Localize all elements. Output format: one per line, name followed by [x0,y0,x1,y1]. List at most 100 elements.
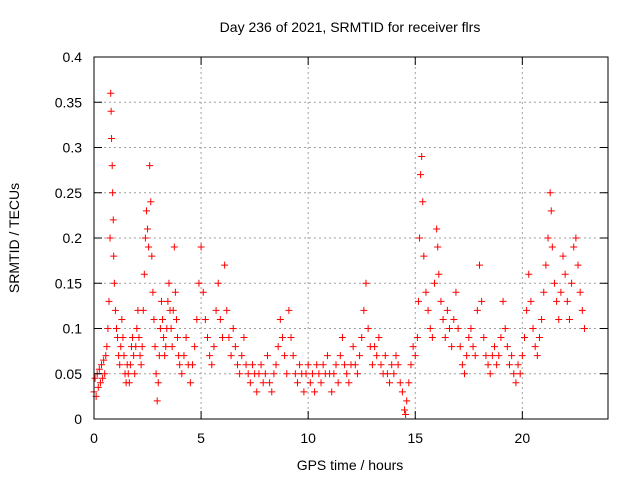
data-point [159,315,167,323]
data-point [244,370,252,378]
data-point [136,352,144,360]
y-axis: 0 0.05 0.1 0.15 0.2 0.25 0.3 0.35 0.4 [55,49,608,427]
data-point [555,315,563,323]
data-point [330,370,338,378]
data-point [132,343,140,351]
data-point [441,334,449,342]
data-point [146,162,154,170]
data-point [221,261,229,269]
data-point [176,361,184,369]
data-point [210,343,218,351]
data-point [525,270,533,278]
data-point [398,388,406,396]
data-point [293,379,301,387]
x-tick-label: 10 [300,430,316,446]
data-point [469,343,477,351]
data-point [456,343,464,351]
data-point [120,352,128,360]
y-tick-label: 0.4 [63,49,83,65]
grid [94,57,608,419]
data-point [101,370,109,378]
data-point [377,361,385,369]
data-point [164,297,172,305]
data-point [578,306,586,314]
data-point [531,343,539,351]
data-point [225,334,233,342]
data-point [383,370,391,378]
data-point [353,370,361,378]
data-point [169,306,177,314]
data-point [371,343,379,351]
data-point [405,379,413,387]
data-point [180,352,188,360]
data-point [538,315,546,323]
y-tick-label: 0.25 [55,185,82,201]
data-point [253,388,261,396]
data-point [553,297,561,305]
y-tick-label: 0.3 [63,140,83,156]
data-point [142,207,150,215]
data-point [486,370,494,378]
data-point [433,225,441,233]
x-tick-label: 15 [407,430,423,446]
data-point [501,325,509,332]
data-point [300,388,308,396]
data-point [450,315,458,323]
data-point [375,334,383,342]
data-point [141,234,149,242]
data-point [471,352,479,360]
data-point [336,352,344,360]
data-point [257,361,265,369]
data-point [448,343,456,351]
x-tick-label: 0 [90,430,98,446]
data-point [148,252,156,260]
data-point [550,279,558,287]
data-point [572,234,580,242]
data-point [97,361,105,369]
data-point [129,334,137,342]
data-point [214,279,222,287]
data-point [576,288,584,296]
data-point [499,297,507,305]
data-point [108,134,116,142]
data-point [116,361,124,369]
data-point [242,361,250,369]
data-point [341,361,349,369]
data-point [315,370,323,378]
data-point [162,343,170,351]
data-point [503,343,511,351]
data-point [99,374,107,382]
data-point [195,279,203,287]
data-point [533,352,541,360]
data-point [137,361,145,369]
data-point [396,379,404,387]
data-point [236,370,244,378]
data-point [364,325,372,332]
data-point [144,225,152,233]
data-point [388,361,396,369]
data-point [570,243,578,251]
data-point [147,198,155,206]
data-point [125,379,133,387]
data-point [227,352,235,360]
data-point [490,343,498,351]
data-point [112,325,120,332]
data-point [434,243,442,251]
data-point [426,325,434,332]
data-point [452,288,460,296]
data-point [409,343,417,351]
y-tick-label: 0.1 [63,321,83,337]
data-point [91,374,99,382]
data-point [473,306,481,314]
data-point [154,379,162,387]
data-point [193,315,201,323]
data-point [167,325,175,332]
data-point [201,315,209,323]
data-point [105,297,113,305]
data-point [523,306,531,314]
data-point [240,334,248,342]
data-point [135,334,143,342]
data-point [401,406,409,414]
data-point [495,352,503,360]
